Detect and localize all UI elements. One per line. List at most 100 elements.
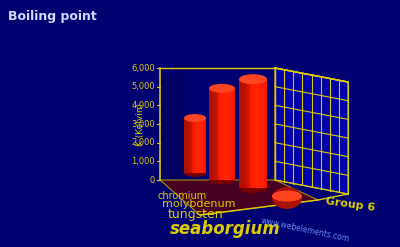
Polygon shape [188, 118, 190, 173]
Ellipse shape [209, 84, 235, 93]
Polygon shape [280, 196, 281, 198]
Ellipse shape [209, 176, 235, 185]
Polygon shape [239, 79, 253, 188]
Polygon shape [256, 79, 257, 188]
Polygon shape [250, 79, 252, 188]
Polygon shape [184, 118, 185, 173]
Text: K (Kelvin): K (Kelvin) [136, 103, 144, 145]
Polygon shape [246, 79, 247, 188]
Polygon shape [260, 79, 262, 188]
Polygon shape [239, 79, 240, 188]
Polygon shape [216, 88, 217, 180]
Text: 4,000: 4,000 [131, 101, 155, 110]
Polygon shape [245, 79, 246, 188]
Polygon shape [264, 79, 266, 188]
Polygon shape [292, 196, 293, 198]
Polygon shape [210, 88, 212, 180]
Polygon shape [222, 88, 235, 180]
Polygon shape [184, 118, 195, 173]
Polygon shape [249, 79, 250, 188]
Polygon shape [293, 196, 294, 198]
Polygon shape [254, 79, 256, 188]
Polygon shape [212, 88, 213, 180]
Polygon shape [298, 196, 299, 198]
Polygon shape [247, 79, 249, 188]
Polygon shape [195, 118, 196, 173]
Polygon shape [278, 196, 280, 198]
Polygon shape [232, 88, 234, 180]
Polygon shape [209, 88, 210, 180]
Polygon shape [217, 88, 218, 180]
Polygon shape [204, 118, 205, 173]
Text: Boiling point: Boiling point [8, 10, 97, 23]
Polygon shape [281, 196, 282, 198]
Polygon shape [300, 196, 302, 198]
Polygon shape [203, 118, 204, 173]
Polygon shape [199, 118, 200, 173]
Polygon shape [234, 88, 235, 180]
Polygon shape [194, 118, 195, 173]
Polygon shape [231, 88, 232, 180]
Polygon shape [288, 196, 290, 198]
Polygon shape [282, 196, 284, 198]
Text: 6,000: 6,000 [131, 63, 155, 73]
Polygon shape [272, 196, 274, 198]
Text: molybdenum: molybdenum [162, 199, 236, 209]
Ellipse shape [184, 114, 206, 122]
Polygon shape [197, 118, 198, 173]
Polygon shape [299, 196, 300, 198]
Polygon shape [185, 118, 186, 173]
Polygon shape [252, 79, 253, 188]
Polygon shape [290, 196, 292, 198]
Polygon shape [276, 196, 278, 198]
Ellipse shape [239, 74, 267, 84]
Polygon shape [158, 68, 185, 192]
Polygon shape [253, 79, 267, 188]
Polygon shape [223, 88, 225, 180]
Polygon shape [263, 79, 264, 188]
Ellipse shape [239, 183, 267, 193]
Polygon shape [230, 88, 231, 180]
Text: 1,000: 1,000 [131, 157, 155, 166]
Text: tungsten: tungsten [168, 208, 224, 221]
Polygon shape [272, 196, 287, 198]
Polygon shape [275, 196, 276, 198]
Polygon shape [257, 79, 259, 188]
Polygon shape [200, 118, 202, 173]
Text: 3,000: 3,000 [131, 120, 155, 128]
Ellipse shape [184, 169, 206, 177]
Polygon shape [275, 68, 348, 194]
Polygon shape [209, 88, 222, 180]
Polygon shape [160, 180, 318, 215]
Text: 2,000: 2,000 [131, 138, 155, 147]
Polygon shape [186, 118, 187, 173]
Polygon shape [198, 118, 199, 173]
Polygon shape [196, 118, 197, 173]
Polygon shape [222, 88, 223, 180]
Text: seaborgium: seaborgium [170, 220, 281, 238]
Polygon shape [221, 88, 222, 180]
Polygon shape [286, 196, 287, 198]
Polygon shape [259, 79, 260, 188]
Polygon shape [190, 118, 192, 173]
Polygon shape [242, 79, 243, 188]
Polygon shape [218, 88, 219, 180]
Polygon shape [262, 79, 263, 188]
Text: 0: 0 [150, 176, 155, 185]
Polygon shape [287, 196, 302, 198]
Polygon shape [202, 118, 203, 173]
Polygon shape [219, 88, 221, 180]
Polygon shape [274, 196, 275, 198]
Polygon shape [294, 196, 296, 198]
Polygon shape [192, 118, 193, 173]
Polygon shape [187, 118, 188, 173]
Polygon shape [266, 79, 267, 188]
Ellipse shape [272, 191, 302, 202]
Text: chromium: chromium [158, 191, 207, 201]
Text: www.webelements.com: www.webelements.com [260, 216, 350, 244]
Polygon shape [287, 196, 288, 198]
Polygon shape [227, 88, 228, 180]
Polygon shape [193, 118, 194, 173]
Polygon shape [296, 196, 298, 198]
Polygon shape [214, 88, 216, 180]
